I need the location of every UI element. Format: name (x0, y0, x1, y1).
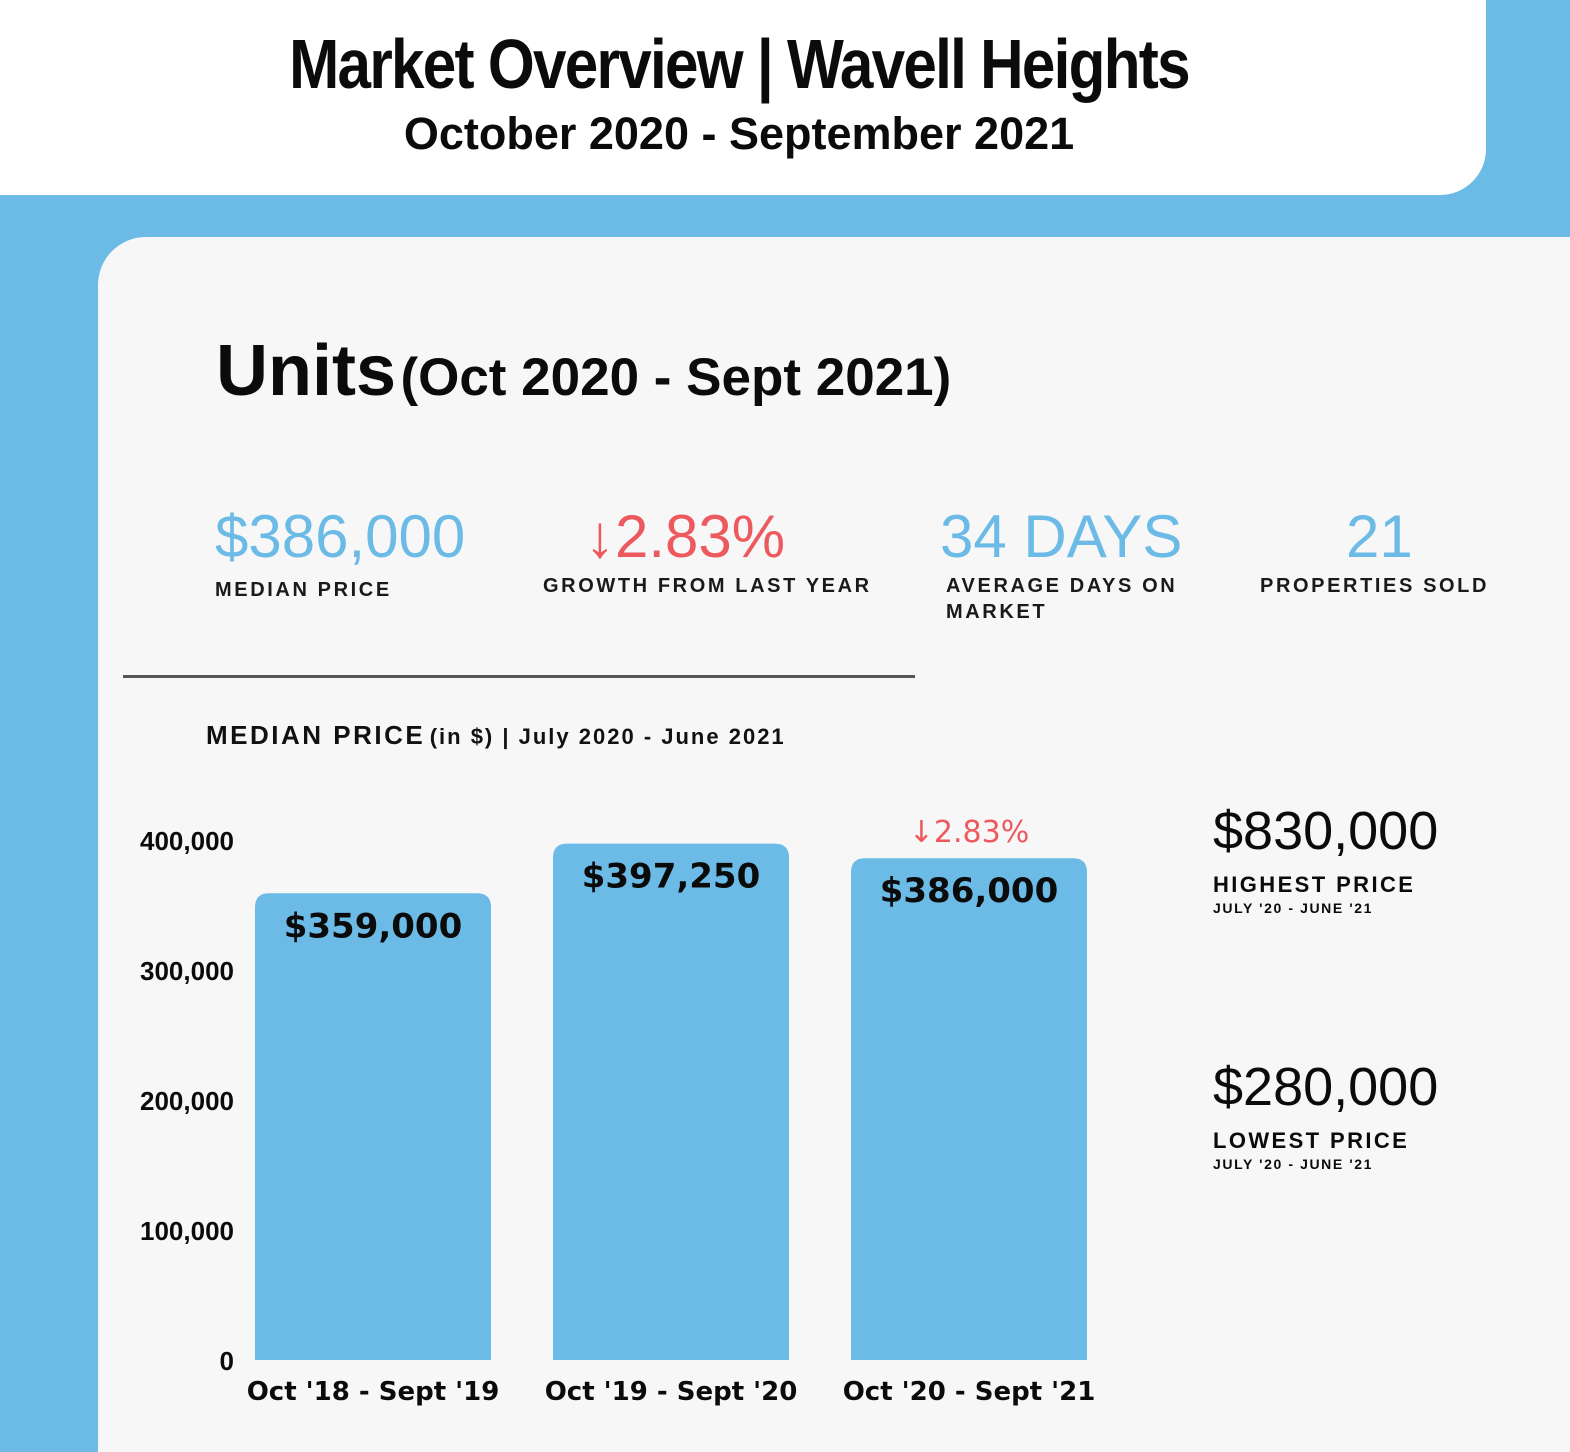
chart-heading-rest: (in $) | July 2020 - June 2021 (429, 724, 786, 749)
side-stat-label: HIGHEST PRICE (1213, 872, 1416, 897)
stat-growth: ↓2.83% GROWTH FROM LAST YEAR (543, 502, 872, 599)
side-stat-lowest: $280,000 LOWEST PRICE JULY '20 - JUNE '2… (1213, 1056, 1438, 1172)
stat-properties-sold: 21 PROPERTIES SOLD (1260, 502, 1489, 599)
bar-value-label: $359,000 (284, 906, 463, 946)
page-title: Market Overview | Wavell Heights (289, 25, 1190, 103)
header-card (0, 0, 1486, 195)
bar-annotation: ↓2.83% (909, 815, 1029, 850)
y-tick-label: 300,000 (140, 956, 234, 986)
side-stat-period: JULY '20 - JUNE '21 (1213, 900, 1374, 916)
side-stat-value: $830,000 (1213, 801, 1439, 861)
stat-label: GROWTH FROM LAST YEAR (543, 575, 872, 597)
chart-heading-main: MEDIAN PRICE (206, 720, 426, 750)
section-title: Units (Oct 2020 - Sept 2021) (216, 330, 951, 412)
section-title-period: (Oct 2020 - Sept 2021) (400, 348, 952, 407)
x-tick-label: Oct '18 - Sept '19 (247, 1377, 500, 1407)
y-tick-label: 100,000 (140, 1216, 234, 1246)
stat-value: 34 DAYS (940, 503, 1183, 570)
stat-days-on-market: 34 DAYS AVERAGE DAYS ON MARKET (940, 502, 1200, 625)
x-tick-label: Oct '20 - Sept '21 (843, 1377, 1096, 1407)
stat-label: MEDIAN PRICE (215, 579, 392, 601)
stat-label: AVERAGE DAYS ON MARKET (946, 575, 1178, 623)
bar (851, 858, 1087, 1360)
stat-value: $386,000 (215, 503, 466, 570)
y-tick-label: 400,000 (140, 826, 234, 856)
divider (123, 675, 915, 678)
chart-heading: MEDIAN PRICE (in $) | July 2020 - June 2… (206, 720, 786, 751)
y-tick-label: 200,000 (140, 1086, 234, 1116)
bar (553, 843, 789, 1360)
side-stat-value: $280,000 (1213, 1057, 1439, 1117)
stat-value: 21 (1346, 503, 1413, 570)
side-stat-label: LOWEST PRICE (1213, 1128, 1410, 1153)
side-stat-period: JULY '20 - JUNE '21 (1213, 1156, 1374, 1172)
y-tick-label: 0 (220, 1346, 234, 1376)
bar-value-label: $386,000 (880, 871, 1059, 911)
stat-median-price: $386,000 MEDIAN PRICE (215, 502, 465, 603)
bar-value-label: $397,250 (582, 857, 761, 897)
side-stat-highest: $830,000 HIGHEST PRICE JULY '20 - JUNE '… (1213, 800, 1438, 916)
x-tick-label: Oct '19 - Sept '20 (545, 1377, 798, 1407)
bar (255, 893, 491, 1360)
section-title-main: Units (216, 331, 396, 411)
stat-label: PROPERTIES SOLD (1260, 575, 1490, 597)
page-subtitle: October 2020 - September 2021 (403, 108, 1075, 159)
stat-value: ↓2.83% (585, 503, 786, 570)
